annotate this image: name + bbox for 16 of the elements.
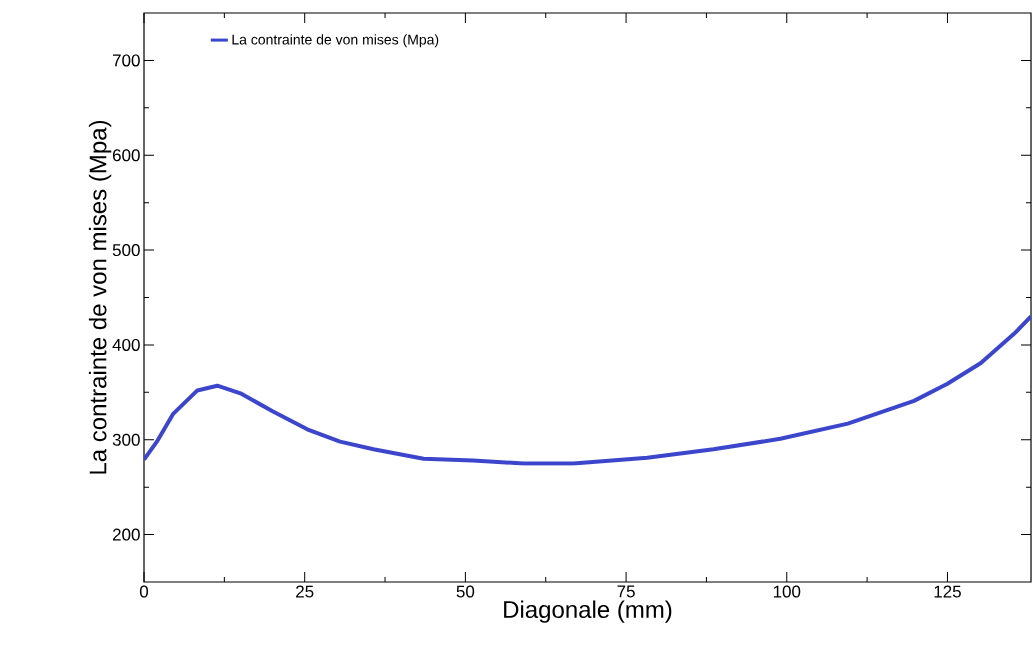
x-tick-label: 0 <box>139 585 149 598</box>
line-series <box>144 314 1032 466</box>
y-tick-label: 300 <box>112 433 140 446</box>
y-axis-title: La contrainte de von mises (Mpa) <box>88 120 112 474</box>
legend-label: La contrainte de von mises (Mpa) <box>232 34 439 48</box>
x-tick-label: 50 <box>456 585 475 598</box>
y-tick-label: 600 <box>112 149 140 162</box>
y-tick-label: 400 <box>112 338 140 351</box>
x-tick-label: 25 <box>296 585 314 598</box>
y-tick-label: 500 <box>112 244 140 257</box>
x-tick-label: 125 <box>934 585 961 598</box>
y-tick-label: 200 <box>112 528 140 541</box>
x-axis-title: Diagonale (mm) <box>504 600 672 623</box>
x-tick-label: 100 <box>773 585 801 598</box>
x-tick-label: 75 <box>617 585 635 598</box>
y-tick-label: 700 <box>112 54 140 67</box>
